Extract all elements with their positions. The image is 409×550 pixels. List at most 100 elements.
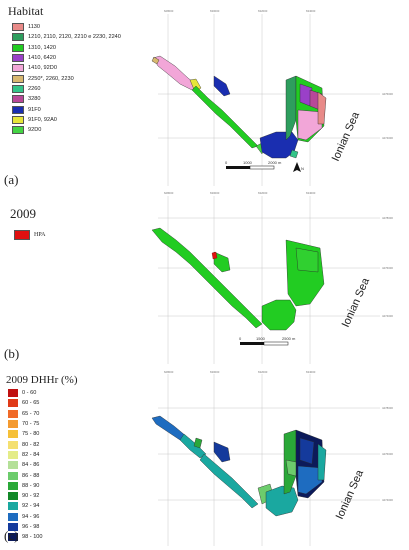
legend-label: 70 - 75 [22, 421, 40, 428]
legend-item: 1210, 2110, 2120, 2210 e 2230, 2240 [12, 32, 121, 42]
legend-label: 92D0 [28, 127, 42, 134]
legend-item: 84 - 86 [8, 460, 43, 470]
scale-mid: 1000 [243, 160, 253, 165]
legend-swatch [8, 533, 18, 542]
legend-item: 91F0 [12, 104, 121, 114]
legend-label: 84 - 86 [22, 462, 40, 469]
legend-item: 75 - 80 [8, 429, 43, 439]
legend-swatch [8, 461, 18, 470]
legend-item: 70 - 75 [8, 419, 43, 429]
legend-swatch [12, 54, 24, 63]
legend-label: 0 - 60 [22, 390, 37, 397]
legend-swatch [8, 389, 18, 398]
legend-swatch [12, 115, 24, 124]
legend-label: 82 - 84 [22, 451, 40, 458]
y-tick-3: 4474000 [382, 314, 393, 318]
legend-label: 86 - 88 [22, 472, 40, 479]
legend-title: Habitat [8, 4, 44, 18]
dhhr-map: 628000 630000 632000 634000 4478000 4476… [151, 370, 393, 546]
y-tick-2: 4474000 [382, 136, 393, 140]
legend-label: 1130 [28, 24, 41, 31]
legend-swatch [8, 409, 18, 418]
legend-swatch [14, 230, 30, 241]
legend-label: 65 - 70 [22, 410, 40, 417]
legend-swatch [8, 502, 18, 511]
x-tick-3: 632000 [258, 191, 268, 195]
y-tick-1: 4478000 [382, 406, 393, 410]
legend-item: 1130 [12, 22, 121, 32]
legend-swatch [8, 512, 18, 521]
habitat-polygons [151, 55, 327, 159]
legend-label: 94 - 96 [22, 513, 40, 520]
legend-item: 1410, 92D0 [12, 63, 121, 73]
legend-swatch [12, 84, 24, 93]
y-tick-2: 4476000 [382, 452, 393, 456]
legend-item: HPA [14, 230, 46, 241]
legend-item: 2250*, 2260, 2230 [12, 73, 121, 83]
legend-item: 0 - 60 [8, 388, 43, 398]
x-tick-4: 634000 [306, 9, 316, 13]
legend-label: 60 - 65 [22, 400, 40, 407]
legend-label: 1410, 6420 [28, 55, 56, 62]
legend-item: 94 - 96 [8, 512, 43, 522]
sea-label: Ionian Sea [330, 109, 363, 163]
hpa-map: 628000 630000 632000 634000 4478000 4476… [151, 191, 393, 364]
y-tick-3: 4474000 [382, 498, 393, 502]
panel-letter: (c) [4, 528, 19, 543]
legend-title: 2009 DHHr (%) [6, 374, 78, 386]
dhhr-polygons [151, 415, 327, 517]
habitat-map: 628000 630000 632000 634000 4476000 4474… [151, 9, 393, 186]
legend-label: 1410, 92D0 [28, 65, 57, 72]
x-tick-4: 634000 [306, 191, 316, 195]
legend-label: 96 - 98 [22, 524, 40, 530]
legend-label: 98 - 100 [22, 534, 43, 541]
legend-swatch [8, 471, 18, 480]
y-tick-2: 4476000 [382, 266, 393, 270]
legend-swatch [12, 64, 24, 73]
legend-item: 3280 [12, 94, 121, 104]
sea-label: Ionian Sea [334, 467, 367, 521]
legend-item: 1410, 6420 [12, 53, 121, 63]
map-grid [158, 374, 380, 546]
legend-label: 2250*, 2260, 2230 [28, 75, 74, 82]
scale-zero: 0 [225, 160, 228, 165]
scale-end: 2500 m [282, 336, 296, 341]
x-tick-2: 630000 [210, 370, 220, 374]
legend-label: HPA [34, 232, 46, 239]
north-label: N [301, 166, 304, 171]
habitat-legend: 1130 1210, 2110, 2120, 2210 e 2230, 2240… [12, 22, 121, 135]
legend-item: 88 - 90 [8, 481, 43, 491]
sea-label: Ionian Sea [340, 275, 373, 329]
hpa-legend: HPA [14, 230, 46, 241]
x-tick-1: 628000 [164, 370, 174, 374]
y-tick-1: 4476000 [382, 92, 393, 96]
legend-label: 91F0 [28, 106, 41, 113]
legend-swatch [8, 450, 18, 459]
legend-item: 82 - 84 [8, 450, 43, 460]
legend-item: 65 - 70 [8, 409, 43, 419]
scale-bar: 0 1500 2500 m [239, 336, 296, 346]
legend-swatch [8, 430, 18, 439]
legend-item: 92D0 [12, 125, 121, 135]
legend-label: 1210, 2110, 2120, 2210 e 2230, 2240 [28, 34, 121, 41]
legend-label: 2260 [28, 85, 41, 92]
x-tick-3: 632000 [258, 9, 268, 13]
legend-label: 88 - 90 [22, 482, 40, 489]
legend-item: 2260 [12, 84, 121, 94]
x-tick-2: 630000 [210, 9, 220, 13]
legend-label: 90 - 92 [22, 493, 40, 500]
north-arrow-icon: N [293, 162, 304, 172]
scale-bar: 0 1000 2000 m [225, 160, 282, 170]
map-grid [158, 196, 380, 364]
panel-habitat-map: 628000 630000 632000 634000 4476000 4474… [0, 0, 409, 188]
legend-item: 96 - 98 [8, 522, 43, 532]
legend-swatch [12, 105, 24, 114]
x-tick-3: 632000 [258, 370, 268, 374]
legend-swatch [8, 420, 18, 429]
legend-label: 3280 [28, 96, 41, 103]
legend-label: 80 - 82 [22, 441, 40, 448]
legend-item: 80 - 82 [8, 439, 43, 449]
legend-swatch [12, 43, 24, 52]
legend-label: 92 - 94 [22, 503, 40, 510]
legend-swatch [12, 33, 24, 42]
